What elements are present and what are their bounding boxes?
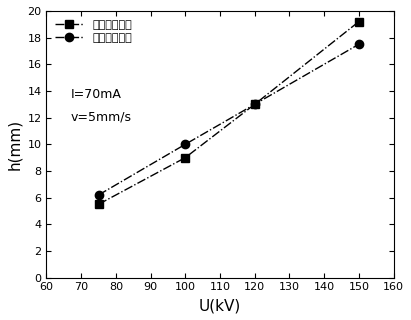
Text: v=5mm/s: v=5mm/s bbox=[71, 110, 132, 123]
试验实测曲线 bbox=[183, 156, 188, 160]
函数计算曲线 bbox=[356, 42, 361, 46]
Text: I=70mA: I=70mA bbox=[71, 88, 122, 100]
函数计算曲线 bbox=[96, 193, 101, 197]
函数计算曲线 bbox=[183, 142, 188, 146]
X-axis label: U(kV): U(kV) bbox=[199, 298, 241, 313]
试验实测曲线 bbox=[356, 20, 361, 24]
函数计算曲线 bbox=[252, 102, 257, 106]
Legend: 试验实测曲线, 函数计算曲线: 试验实测曲线, 函数计算曲线 bbox=[52, 17, 135, 46]
试验实测曲线 bbox=[96, 202, 101, 206]
Y-axis label: h(mm): h(mm) bbox=[7, 119, 22, 170]
Line: 试验实测曲线: 试验实测曲线 bbox=[95, 18, 363, 208]
Line: 函数计算曲线: 函数计算曲线 bbox=[95, 40, 363, 199]
试验实测曲线 bbox=[252, 102, 257, 106]
